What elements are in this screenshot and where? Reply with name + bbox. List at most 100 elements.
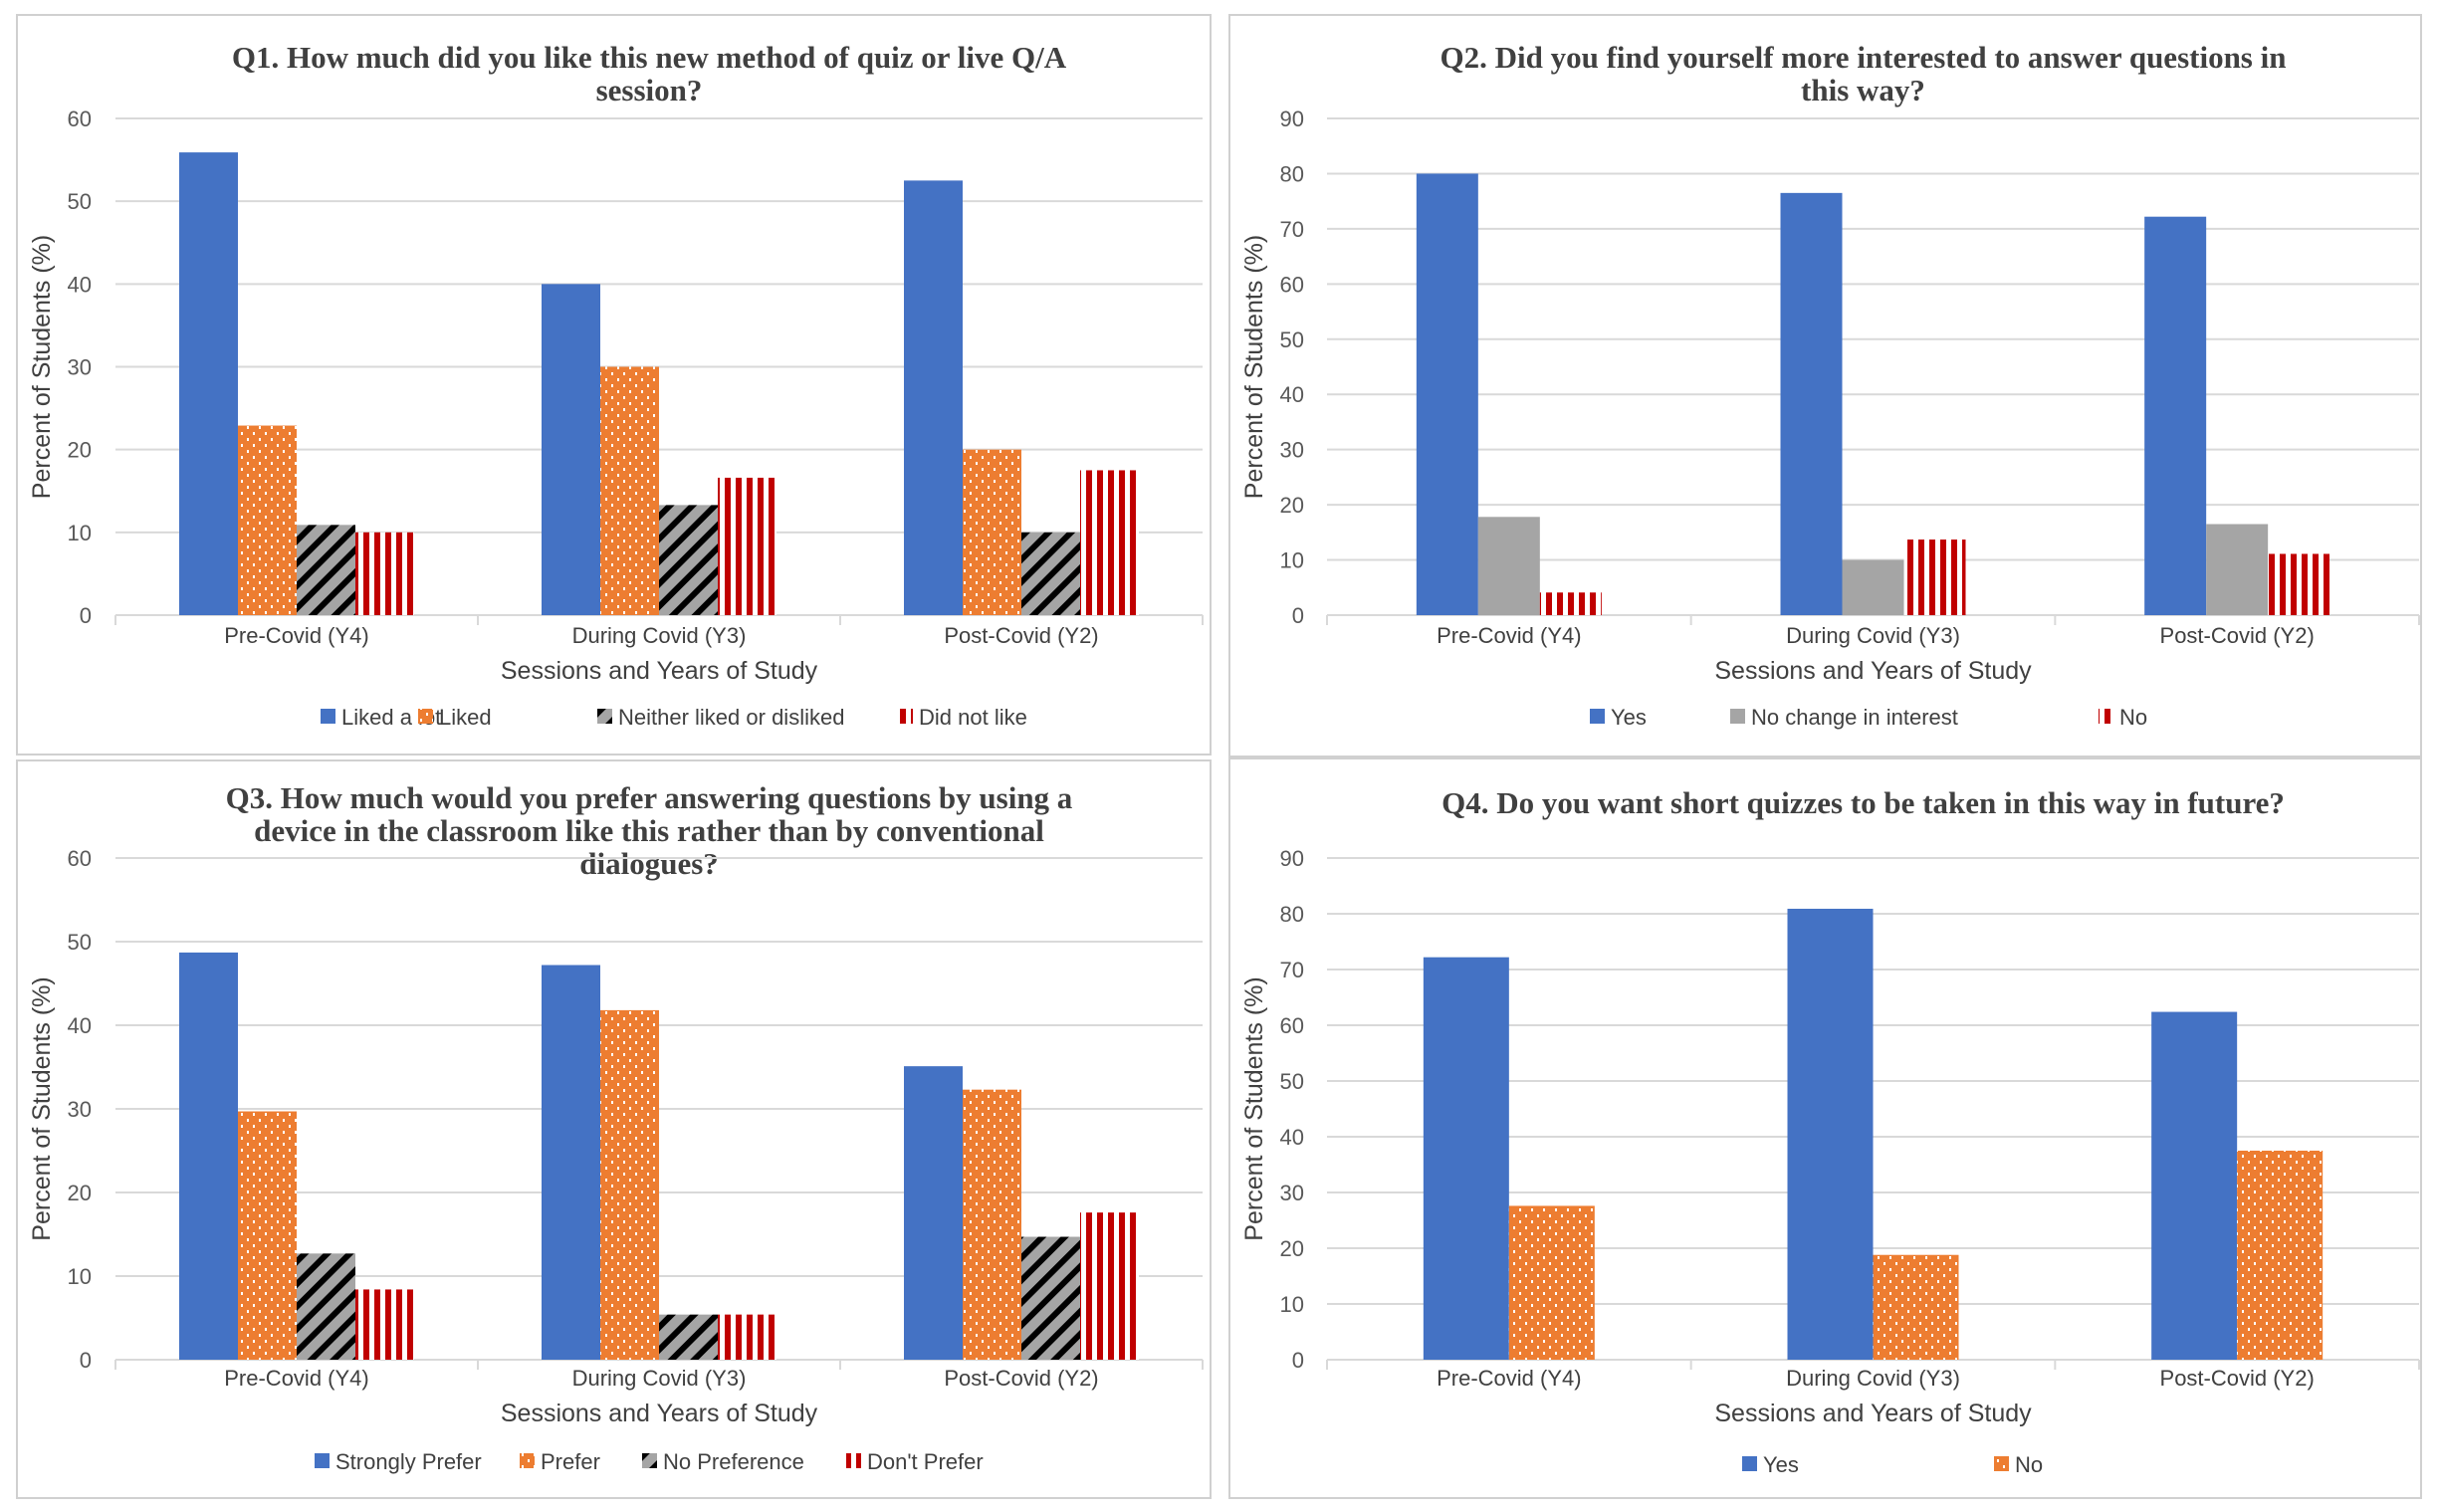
legend-label: Yes xyxy=(1763,1452,1799,1477)
y-tick-label: 20 xyxy=(1280,1236,1304,1261)
x-category-label: Pre-Covid (Y4) xyxy=(1437,1366,1581,1391)
legend-item: Don't Prefer xyxy=(846,1449,984,1474)
y-axis-title: Percent of Students (%) xyxy=(28,976,56,1240)
chart-title-line: Q2. Did you find yourself more intereste… xyxy=(1440,40,2287,75)
legend-label: Strongly Prefer xyxy=(335,1449,482,1474)
chart-title-line: Q1. How much did you like this new metho… xyxy=(232,40,1067,75)
legend-swatch xyxy=(1590,709,1605,724)
y-tick-label: 10 xyxy=(1280,548,1304,573)
legend-swatch xyxy=(315,1453,330,1468)
y-axis-title: Percent of Students (%) xyxy=(28,235,56,499)
bar-q4-0-0 xyxy=(1423,957,1509,1360)
x-axis-title: Sessions and Years of Study xyxy=(501,1400,818,1427)
y-tick-label: 50 xyxy=(68,930,92,955)
bar-q2-2-1 xyxy=(2206,524,2269,615)
y-tick-label: 80 xyxy=(1280,902,1304,927)
bar-q2-0-0 xyxy=(1416,173,1478,615)
y-tick-label: 80 xyxy=(1280,161,1304,186)
legend-label: No xyxy=(2015,1452,2043,1477)
bar-q2-1-1 xyxy=(1842,559,1904,615)
x-category-label: Post-Covid (Y2) xyxy=(944,1366,1098,1391)
x-axis-title: Sessions and Years of Study xyxy=(1714,657,2032,685)
y-tick-label: 10 xyxy=(68,521,92,545)
y-axis-title: Percent of Students (%) xyxy=(1240,976,1268,1240)
bar-q3-1-2 xyxy=(659,1314,718,1360)
legend-item: Yes xyxy=(1742,1452,1799,1477)
bar-q3-2-3 xyxy=(1080,1212,1139,1360)
y-tick-label: 90 xyxy=(1280,107,1304,131)
bar-q4-1-1 xyxy=(1873,1254,1959,1360)
bar-q1-2-0 xyxy=(904,180,963,615)
y-tick-label: 40 xyxy=(68,272,92,297)
chart-title-line: dialogues? xyxy=(579,846,719,881)
y-tick-label: 20 xyxy=(68,438,92,463)
legend-item: No xyxy=(1994,1452,2043,1477)
legend-swatch xyxy=(1730,709,1745,724)
x-axis-title: Sessions and Years of Study xyxy=(1714,1400,2032,1427)
chart-panel-q2: Q2. Did you find yourself more intereste… xyxy=(1228,14,2422,757)
bar-q2-1-2 xyxy=(1903,540,1966,615)
legend-swatch xyxy=(1742,1456,1757,1471)
x-category-label: Post-Covid (Y2) xyxy=(2160,1366,2315,1391)
legend-swatch xyxy=(1994,1456,2009,1471)
legend-swatch xyxy=(597,709,612,724)
bar-q2-2-0 xyxy=(2144,216,2207,616)
legend-item: Strongly Prefer xyxy=(315,1449,482,1474)
y-tick-label: 60 xyxy=(1280,1013,1304,1038)
y-tick-label: 90 xyxy=(1280,846,1304,871)
legend-label: Prefer xyxy=(541,1449,600,1474)
bar-q3-2-0 xyxy=(904,1066,963,1360)
bar-q3-1-3 xyxy=(718,1314,776,1360)
y-tick-label: 50 xyxy=(68,189,92,214)
bar-q3-2-1 xyxy=(963,1089,1021,1360)
bar-q1-0-2 xyxy=(297,525,355,615)
x-category-label: Post-Covid (Y2) xyxy=(2160,623,2315,648)
legend-swatch xyxy=(520,1453,535,1468)
chart-title-line: Q4. Do you want short quizzes to be take… xyxy=(1441,785,2285,820)
x-category-label: During Covid (Y3) xyxy=(572,1366,747,1391)
bar-q3-2-2 xyxy=(1021,1236,1080,1360)
x-category-label: Pre-Covid (Y4) xyxy=(224,623,368,648)
legend-label: No xyxy=(2119,705,2147,730)
legend-label: Did not like xyxy=(919,705,1027,730)
y-tick-label: 70 xyxy=(1280,958,1304,982)
x-axis-title: Sessions and Years of Study xyxy=(501,657,818,685)
bar-q1-0-1 xyxy=(238,425,297,615)
legend-label: No Preference xyxy=(663,1449,804,1474)
bar-q1-1-3 xyxy=(718,477,776,615)
x-category-label: During Covid (Y3) xyxy=(572,623,747,648)
bar-q1-1-0 xyxy=(542,284,600,615)
legend-swatch xyxy=(642,1453,657,1468)
legend-item: Liked xyxy=(418,705,492,730)
chart-title-line: this way? xyxy=(1801,73,1925,108)
legend-item: Did not like xyxy=(898,705,1027,730)
y-tick-label: 30 xyxy=(68,1097,92,1122)
y-tick-label: 10 xyxy=(68,1264,92,1289)
y-tick-label: 30 xyxy=(68,355,92,380)
y-tick-label: 20 xyxy=(1280,493,1304,518)
bar-q3-0-2 xyxy=(297,1253,355,1360)
legend-label: No change in interest xyxy=(1751,705,1958,730)
chart-title-line: Q3. How much would you prefer answering … xyxy=(226,780,1073,815)
legend-label: Don't Prefer xyxy=(867,1449,984,1474)
legend-item: Neither liked or disliked xyxy=(597,705,844,730)
y-tick-label: 70 xyxy=(1280,217,1304,242)
y-tick-label: 0 xyxy=(1292,603,1304,628)
legend-item: No xyxy=(2099,705,2147,730)
chart-title-line: device in the classroom like this rather… xyxy=(254,813,1044,848)
y-tick-label: 30 xyxy=(1280,438,1304,463)
y-tick-label: 40 xyxy=(68,1013,92,1038)
legend-label: Yes xyxy=(1611,705,1647,730)
legend-label: Neither liked or disliked xyxy=(618,705,844,730)
chart-panel-q4: Q4. Do you want short quizzes to be take… xyxy=(1228,757,2422,1499)
bar-q4-0-1 xyxy=(1508,1205,1595,1360)
y-tick-label: 30 xyxy=(1280,1181,1304,1205)
y-tick-label: 50 xyxy=(1280,1069,1304,1094)
y-tick-label: 60 xyxy=(68,107,92,131)
legend-swatch xyxy=(846,1453,861,1468)
bar-q4-2-0 xyxy=(2151,1011,2238,1360)
x-category-label: During Covid (Y3) xyxy=(1786,1366,1960,1391)
y-axis-title: Percent of Students (%) xyxy=(1240,235,1268,499)
legend-swatch xyxy=(418,709,433,724)
y-tick-label: 50 xyxy=(1280,327,1304,352)
